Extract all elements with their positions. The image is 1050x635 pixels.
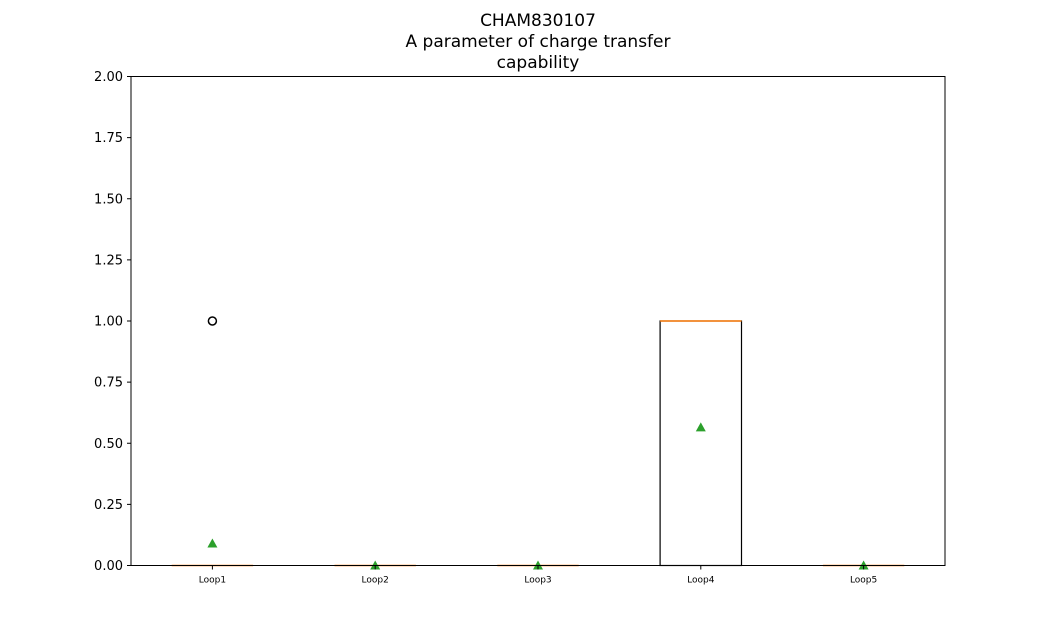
y-tick-label: 0.25 xyxy=(94,498,123,513)
y-tick-label: 0.50 xyxy=(94,437,123,452)
y-tick-label: 1.00 xyxy=(94,315,123,330)
chart-title: CHAM830107 A parameter of charge transfe… xyxy=(406,11,671,73)
y-tick-label: 0.75 xyxy=(94,376,123,391)
x-axis: Loop1 Loop2 Loop3 Loop4 Loop5 xyxy=(199,565,877,586)
y-tick-label: 1.25 xyxy=(94,253,123,268)
box-body xyxy=(659,320,743,567)
y-tick-label: 0.00 xyxy=(94,559,123,574)
mean-marker xyxy=(207,538,218,548)
box-loop1 xyxy=(171,316,254,567)
title-line-3: capability xyxy=(497,53,580,73)
y-axis: 0.00 0.25 0.50 0.75 1.00 1.25 1.50 1.75 2.00 xyxy=(94,70,131,574)
title-line-1: CHAM830107 xyxy=(480,11,596,31)
x-tick-label: Loop1 xyxy=(199,576,226,586)
axes-frame xyxy=(130,76,946,566)
x-tick-label: Loop5 xyxy=(850,576,877,586)
y-tick-label: 1.50 xyxy=(94,192,123,207)
outlier-point xyxy=(207,316,218,326)
y-tick-label: 2.00 xyxy=(94,70,123,85)
x-tick-label: Loop3 xyxy=(524,576,551,586)
x-tick-label: Loop4 xyxy=(687,576,715,586)
box-loop4 xyxy=(659,320,743,567)
x-tick-label: Loop2 xyxy=(362,576,389,586)
mean-marker xyxy=(695,422,706,432)
plot-area xyxy=(171,316,905,570)
title-line-2: A parameter of charge transfer xyxy=(406,32,671,52)
y-tick-label: 1.75 xyxy=(94,131,123,146)
